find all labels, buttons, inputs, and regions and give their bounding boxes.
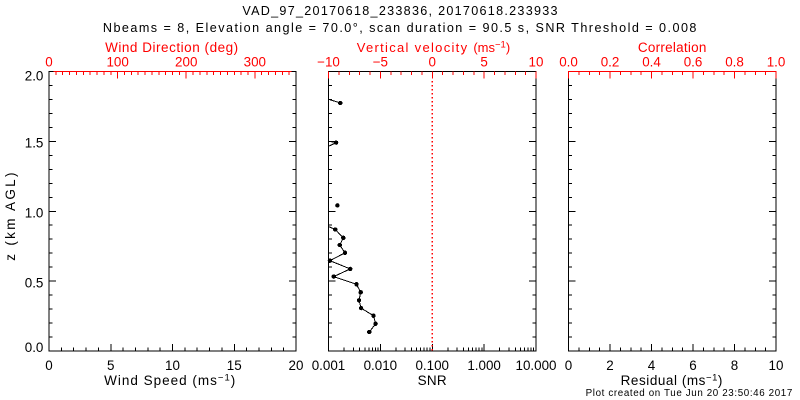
svg-text:1.5: 1.5: [25, 135, 44, 150]
svg-text:z (km AGL): z (km AGL): [3, 170, 18, 261]
svg-text:10: 10: [165, 358, 180, 373]
svg-text:0: 0: [45, 54, 52, 69]
svg-text:0.001: 0.001: [312, 358, 346, 373]
svg-text:100: 100: [106, 54, 128, 69]
svg-text:10: 10: [529, 54, 544, 69]
svg-text:0.100: 0.100: [415, 358, 449, 373]
svg-text:10.000: 10.000: [516, 358, 557, 373]
svg-text:0.0: 0.0: [25, 340, 44, 355]
svg-text:0.2: 0.2: [601, 54, 620, 69]
svg-text:0: 0: [429, 54, 436, 69]
svg-text:0.0: 0.0: [559, 54, 578, 69]
svg-text:6: 6: [689, 358, 696, 373]
svg-text:4: 4: [648, 358, 656, 373]
svg-text:Wind Speed (ms−1): Wind Speed (ms−1): [104, 373, 236, 389]
svg-text:20: 20: [289, 358, 304, 373]
svg-text:2.0: 2.0: [25, 69, 44, 84]
svg-text:10: 10: [769, 358, 784, 373]
svg-text:0.4: 0.4: [642, 54, 661, 69]
svg-text:0.8: 0.8: [725, 54, 744, 69]
svg-text:0.6: 0.6: [684, 54, 703, 69]
svg-text:300: 300: [244, 54, 266, 69]
svg-text:8: 8: [731, 358, 738, 373]
svg-text:Correlation: Correlation: [638, 40, 707, 55]
svg-text:200: 200: [175, 54, 197, 69]
svg-text:15: 15: [227, 358, 242, 373]
svg-text:5: 5: [107, 358, 114, 373]
svg-text:0: 0: [45, 358, 52, 373]
svg-text:Wind Direction (deg): Wind Direction (deg): [105, 40, 239, 55]
svg-text:1.000: 1.000: [467, 358, 501, 373]
svg-text:5: 5: [480, 54, 487, 69]
svg-text:Nbeams = 8, Elevation angle =: Nbeams = 8, Elevation angle = 70.0°, sca…: [103, 21, 698, 35]
svg-text:2: 2: [606, 358, 613, 373]
svg-text:Plot created on Tue Jun 20 23:: Plot created on Tue Jun 20 23:50:46 2017: [586, 388, 793, 399]
svg-text:1.0: 1.0: [767, 54, 786, 69]
svg-text:0.010: 0.010: [364, 358, 398, 373]
svg-text:Residual (ms−1): Residual (ms−1): [621, 373, 723, 389]
svg-text:SNR: SNR: [418, 373, 447, 388]
svg-text:1.0: 1.0: [25, 205, 44, 220]
svg-text:0.5: 0.5: [25, 275, 44, 290]
svg-text:−5: −5: [373, 54, 388, 69]
svg-text:VAD_97_20170618_233836, 201706: VAD_97_20170618_233836, 20170618.233933: [242, 4, 559, 18]
svg-text:Vertical velocity (ms−1): Vertical velocity (ms−1): [357, 40, 510, 56]
svg-text:−10: −10: [317, 54, 340, 69]
svg-text:0: 0: [565, 358, 572, 373]
